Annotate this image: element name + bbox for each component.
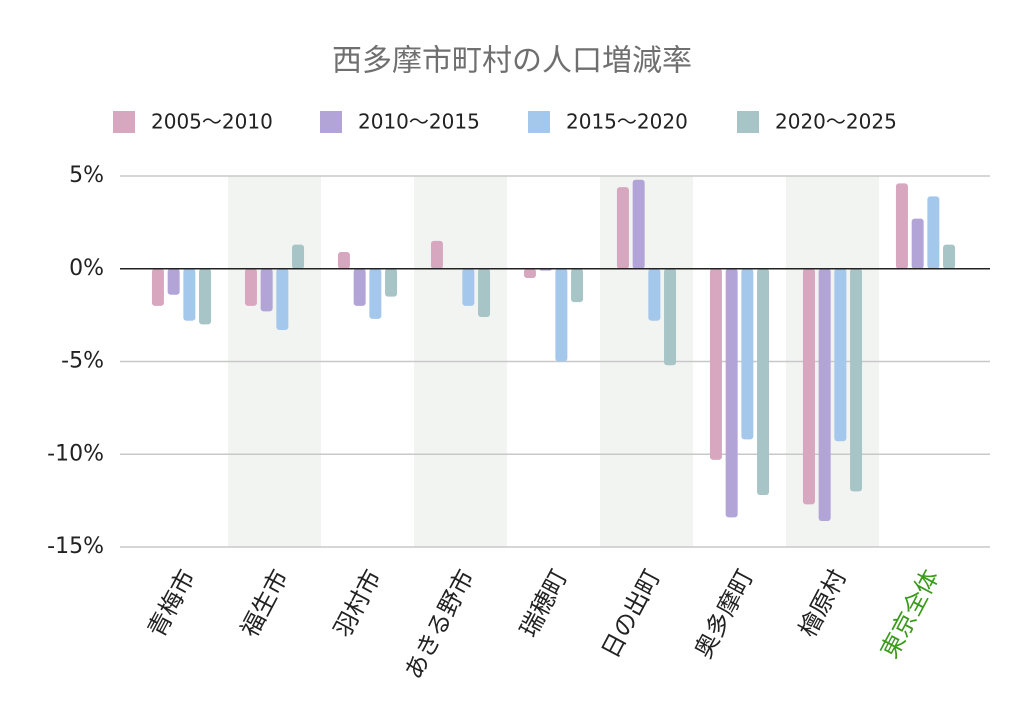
bar [244, 268, 257, 306]
x-tick-label: 奥多摩町 [689, 565, 759, 663]
legend-swatch [737, 111, 759, 133]
bar [725, 268, 738, 518]
legend-label: 2015～2020 [566, 110, 688, 134]
bar [276, 268, 289, 330]
legend-label: 2005～2010 [151, 110, 273, 134]
x-tick-label: 檜原村 [793, 565, 852, 642]
bar [430, 240, 443, 269]
bar [943, 244, 956, 269]
legend-label: 2010～2015 [358, 110, 480, 134]
bar [927, 196, 940, 269]
bar [183, 268, 196, 321]
legend-swatch [320, 111, 342, 133]
bar [802, 268, 815, 505]
legend-swatch [528, 111, 550, 133]
bar [337, 252, 350, 269]
chart-title: 西多摩市町村の人口増減率 [332, 44, 692, 79]
bar [709, 268, 722, 460]
x-tick-label: 羽村市 [328, 565, 387, 642]
y-tick-label: -15% [47, 534, 104, 559]
legend-swatch [113, 111, 135, 133]
y-tick-label: -5% [61, 349, 104, 374]
bar [385, 268, 398, 297]
bar [462, 268, 475, 306]
bar [911, 218, 924, 269]
bar [151, 268, 164, 306]
bar [741, 268, 754, 440]
bar [555, 268, 568, 362]
bar [664, 268, 677, 366]
y-tick-label: 5% [69, 163, 104, 188]
bar [895, 183, 908, 269]
x-tick-label: 青梅市 [142, 565, 201, 642]
bar [167, 268, 180, 295]
bar [632, 179, 645, 269]
bar [818, 268, 831, 522]
bar [616, 187, 629, 269]
bar [523, 268, 536, 279]
x-tick-label: 瑞穂町 [514, 565, 573, 642]
legend-label: 2020～2025 [775, 110, 897, 134]
bar [369, 268, 382, 319]
bar [199, 268, 212, 325]
bar [260, 268, 273, 312]
bar [353, 268, 366, 306]
y-tick-label: -10% [47, 441, 104, 466]
bar [571, 268, 584, 303]
y-tick-label: 0% [69, 256, 104, 281]
bar [834, 268, 847, 442]
bar [292, 244, 305, 269]
x-tick-label: 東京全体 [875, 565, 945, 663]
x-tick-label: あきる野市 [399, 565, 480, 684]
x-tick-label: 日の出町 [596, 565, 666, 663]
bar [757, 268, 770, 496]
bar [850, 268, 863, 492]
bar [478, 268, 491, 317]
bar [648, 268, 661, 321]
x-tick-label: 福生市 [235, 565, 294, 642]
